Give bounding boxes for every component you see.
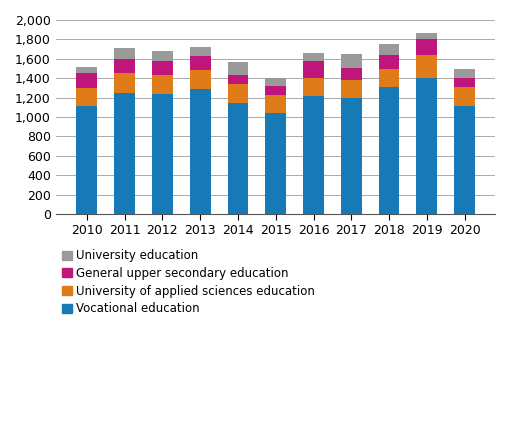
Bar	[378, 55, 399, 70]
Bar	[114, 73, 135, 93]
Bar	[189, 56, 210, 70]
Bar	[227, 103, 248, 214]
Bar	[265, 85, 286, 95]
Bar	[302, 96, 323, 214]
Bar	[114, 59, 135, 73]
Bar	[114, 93, 135, 214]
Bar	[152, 51, 173, 61]
Bar	[302, 78, 323, 96]
Bar	[152, 94, 173, 214]
Bar	[302, 61, 323, 78]
Bar	[378, 44, 399, 55]
Bar	[265, 78, 286, 85]
Bar	[454, 87, 474, 106]
Bar	[378, 87, 399, 214]
Bar	[340, 54, 361, 68]
Bar	[227, 84, 248, 103]
Bar	[378, 70, 399, 87]
Bar	[340, 68, 361, 80]
Bar	[340, 98, 361, 214]
Bar	[454, 69, 474, 78]
Bar	[454, 106, 474, 214]
Bar	[416, 55, 436, 78]
Bar	[152, 75, 173, 94]
Bar	[265, 113, 286, 214]
Bar	[340, 80, 361, 98]
Bar	[265, 95, 286, 113]
Bar	[302, 52, 323, 61]
Bar	[189, 70, 210, 89]
Bar	[227, 75, 248, 84]
Bar	[76, 67, 97, 73]
Bar	[76, 88, 97, 106]
Bar	[76, 73, 97, 88]
Bar	[152, 61, 173, 75]
Bar	[416, 33, 436, 39]
Bar	[189, 47, 210, 56]
Bar	[189, 89, 210, 214]
Bar	[114, 48, 135, 59]
Bar	[454, 78, 474, 87]
Legend: University education, General upper secondary education, University of applied s: University education, General upper seco…	[62, 249, 315, 315]
Bar	[76, 106, 97, 214]
Bar	[416, 39, 436, 55]
Bar	[416, 78, 436, 214]
Bar	[227, 62, 248, 75]
